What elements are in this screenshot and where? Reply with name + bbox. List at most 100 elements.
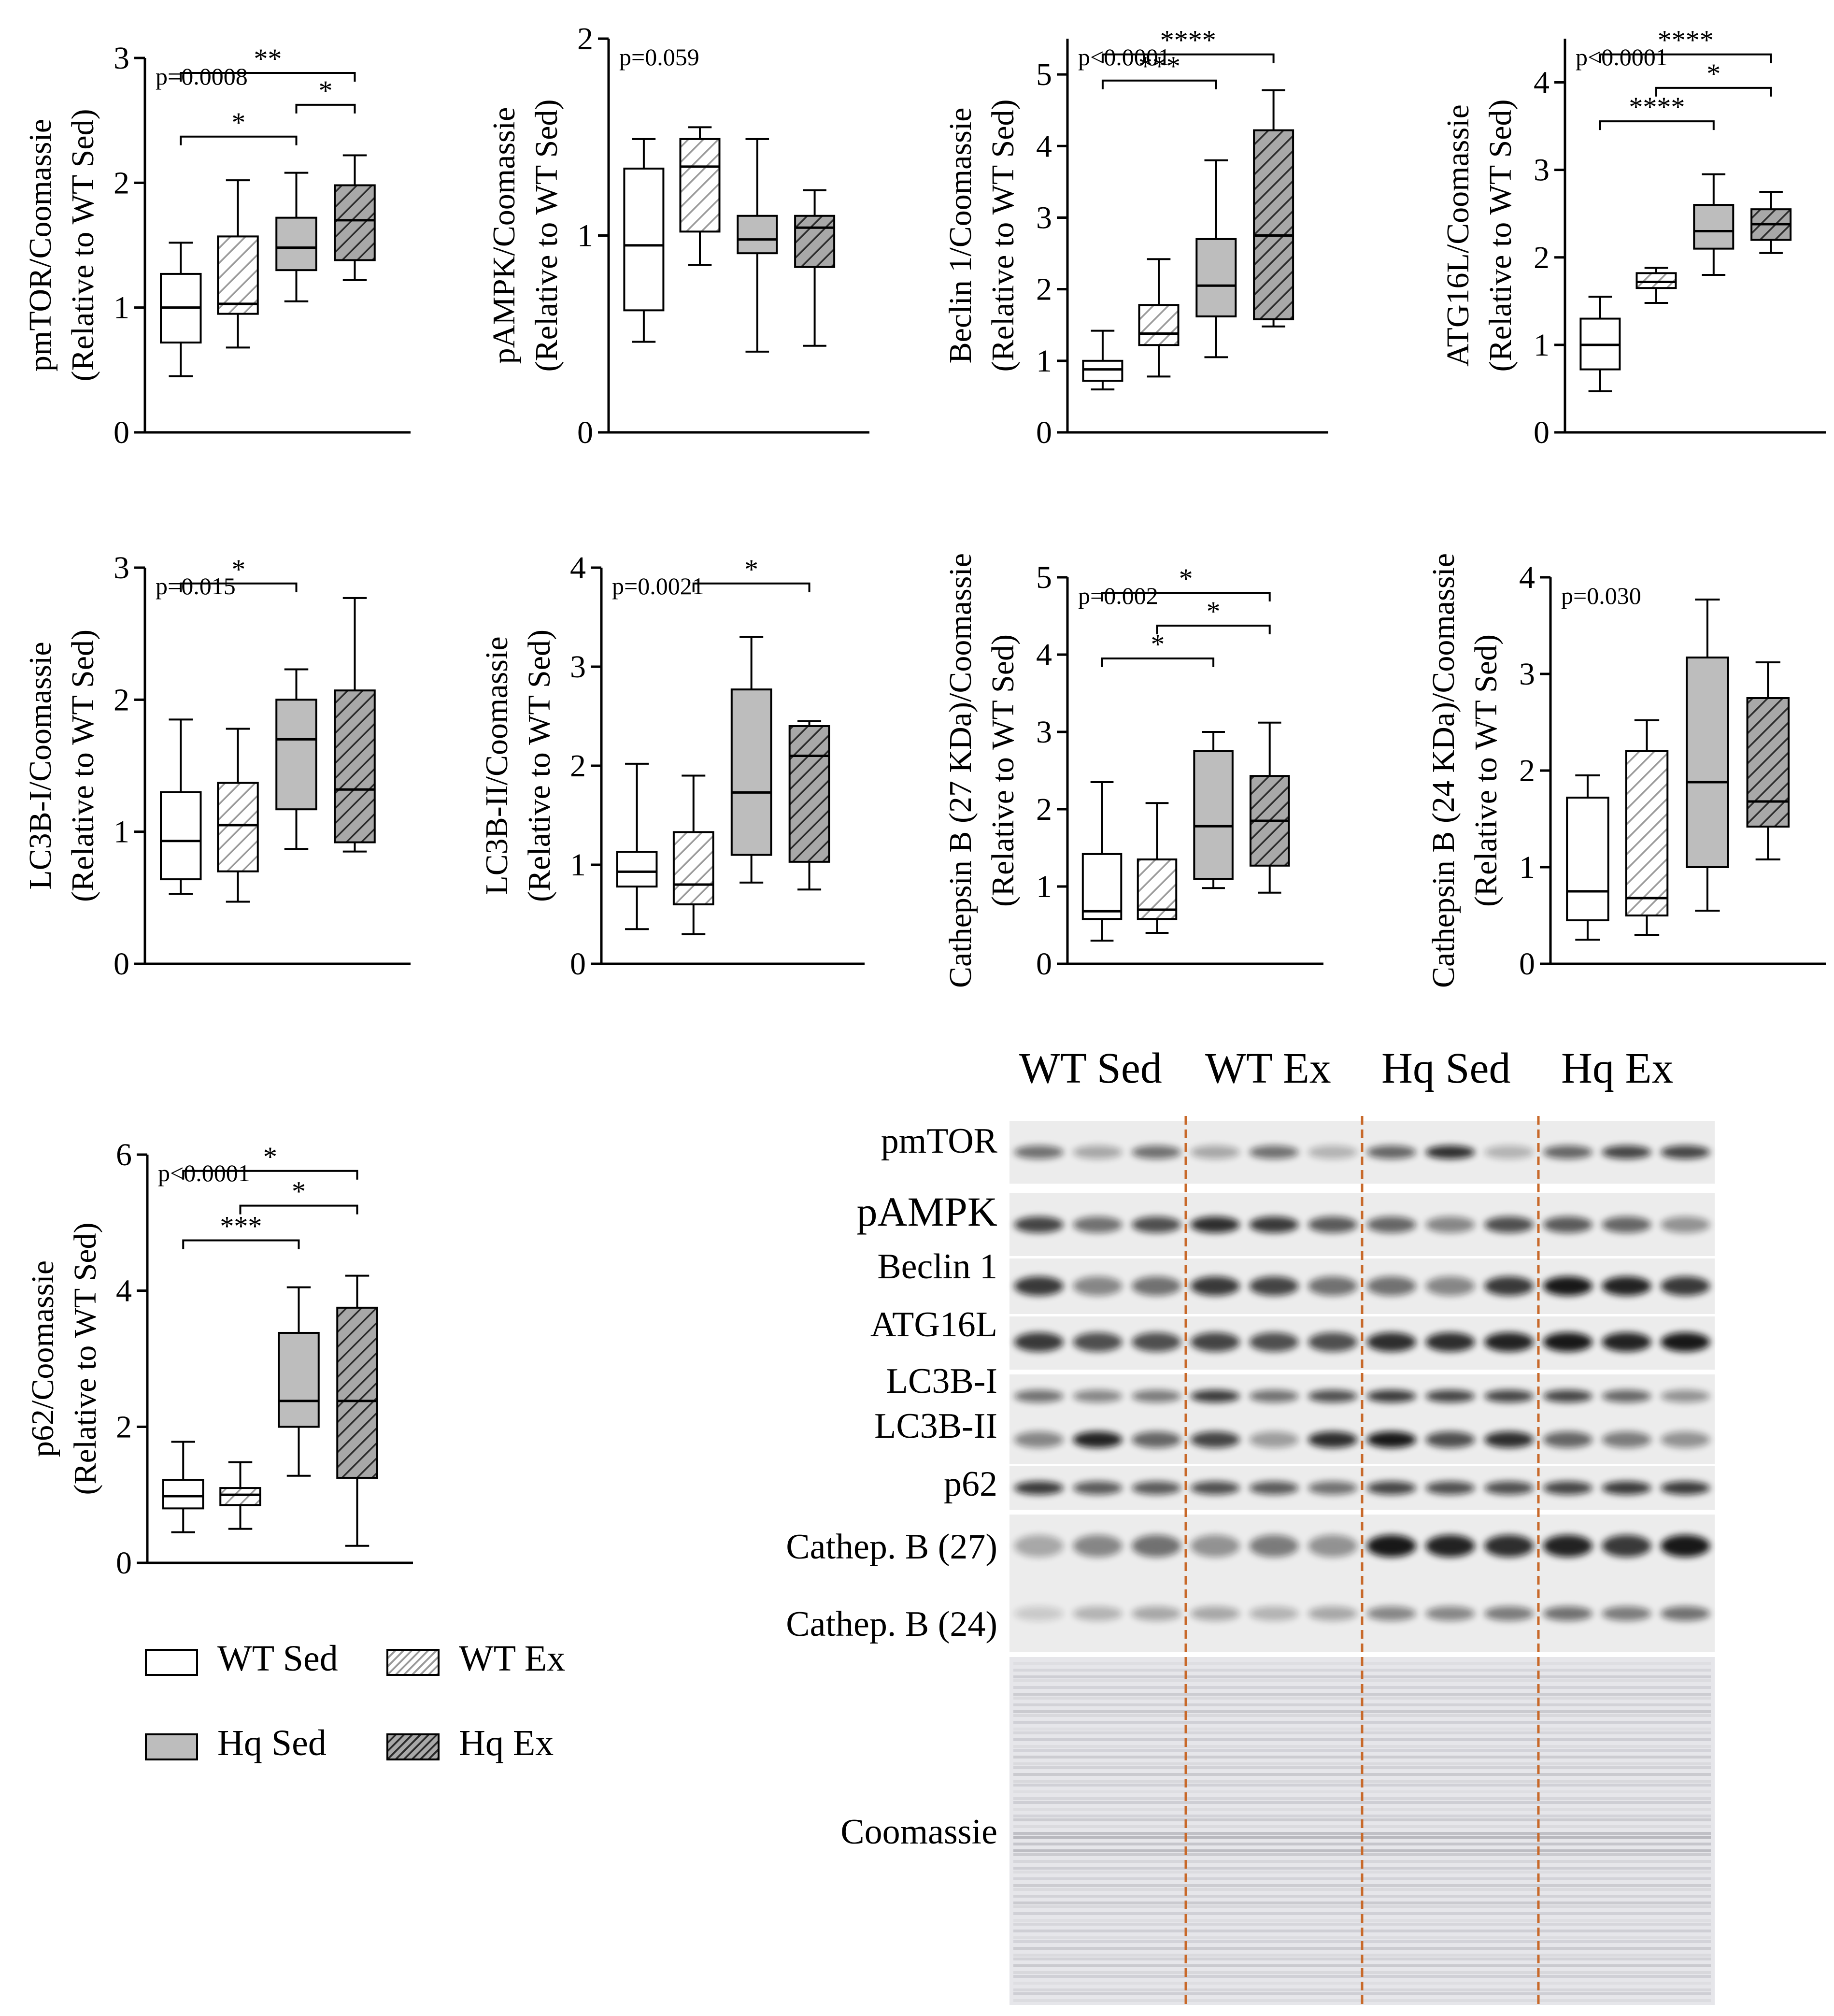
- y-tick-label: 4: [1036, 637, 1052, 672]
- blot-band: [1014, 1390, 1064, 1402]
- box-hq-ex: [1750, 190, 1792, 254]
- box-iqr: [679, 138, 721, 233]
- legend-item-hq-ex: Hq Ex: [386, 1722, 554, 1764]
- significance-bracket: **: [180, 43, 356, 82]
- box-hq-ex: [336, 1274, 378, 1547]
- box-wt-ex: [1635, 267, 1677, 304]
- legend-swatch-hq-ex: [386, 1733, 440, 1760]
- y-tick-label: 2: [1534, 240, 1550, 275]
- coomassie-band: [1013, 1992, 1711, 1995]
- bracket-line: [1655, 86, 1772, 97]
- coomassie-band: [1013, 1843, 1711, 1845]
- blot-label-lc3b-i: LC3B-I: [886, 1361, 997, 1401]
- blot-band: [1132, 1481, 1181, 1495]
- box-hq-sed: [730, 636, 772, 884]
- legend-label: WT Sed: [217, 1638, 338, 1679]
- box-hq-ex: [334, 154, 376, 281]
- blot-band: [1425, 1332, 1475, 1352]
- blot-band: [1132, 1535, 1181, 1557]
- y-tick-label: 5: [1036, 57, 1052, 92]
- box-hq-ex: [794, 189, 836, 347]
- box-wt-sed: [162, 1441, 204, 1533]
- blot-label-p62: p62: [944, 1464, 997, 1504]
- legend-label: Hq Ex: [459, 1723, 554, 1763]
- blot-band: [1308, 1332, 1358, 1352]
- coomassie-band: [1013, 1693, 1711, 1696]
- box-iqr: [1082, 359, 1123, 382]
- blot-band: [1132, 1431, 1181, 1448]
- box-iqr: [616, 851, 658, 888]
- bracket-line: [1101, 79, 1217, 89]
- coomassie-band: [1013, 1871, 1711, 1873]
- box-plot-panels: 0 1 2 3 pmTOR/Coomassie (Relative to WT Sed) p…: [23, 21, 1826, 1581]
- bracket-line: [182, 1239, 300, 1249]
- blot-band: [1543, 1216, 1592, 1233]
- significance-bracket: *: [295, 75, 356, 114]
- significance-bracket: *: [1101, 563, 1271, 601]
- y-axis-label: Beclin 1/Coomassie: [943, 108, 978, 364]
- box-hq-ex: [334, 597, 376, 853]
- blot-band: [1602, 1481, 1651, 1495]
- box-iqr: [160, 791, 202, 881]
- box-plot-panel: 0 1 2 3 4 ATG16L/Coomassie (Relative to WT Sed…: [1440, 25, 1826, 450]
- coomassie-band: [1013, 1721, 1711, 1724]
- blot-band: [1014, 1276, 1064, 1296]
- significance-bracket: *: [1655, 58, 1772, 97]
- y-tick-label: 0: [1519, 946, 1535, 982]
- y-tick-label: 0: [114, 946, 129, 982]
- blot-band: [1249, 1481, 1299, 1495]
- blot-band: [1073, 1535, 1123, 1557]
- significance-stars: *: [744, 554, 758, 585]
- blot-band: [1543, 1535, 1592, 1557]
- p-value-label: p=0.0021: [612, 572, 704, 600]
- y-tick-label: 4: [116, 1273, 132, 1309]
- blot-band: [1543, 1431, 1592, 1448]
- y-axis-sublabel: (Relative to WT Sed): [68, 1223, 103, 1495]
- blot-band: [1073, 1390, 1123, 1402]
- blot-band: [1014, 1431, 1064, 1448]
- box-iqr: [1253, 129, 1294, 320]
- blot-band: [1484, 1535, 1534, 1557]
- blot-band: [1543, 1390, 1592, 1402]
- box-wt-sed: [623, 138, 665, 343]
- legend-swatch-hq-sed: [145, 1733, 198, 1760]
- box-iqr: [1081, 853, 1123, 920]
- blot-band: [1308, 1390, 1358, 1402]
- y-tick-label: 2: [114, 165, 129, 200]
- blot-band: [1484, 1332, 1534, 1352]
- significance-bracket: *: [692, 554, 810, 592]
- significance-bracket: ****: [1599, 91, 1715, 130]
- blot-band: [1661, 1332, 1710, 1352]
- box-wt-ex: [672, 774, 714, 935]
- y-tick-label: 6: [116, 1137, 132, 1172]
- blot-band: [1249, 1332, 1299, 1352]
- box-wt-sed: [1081, 781, 1123, 942]
- blot-row-labels: pmTOR pAMPK Beclin 1 ATG16L LC3B-I LC3B-…: [715, 1101, 997, 2005]
- bracket-line: [1101, 53, 1275, 63]
- p-value-label: p<0.0001: [1576, 43, 1668, 71]
- blot-band: [1190, 1332, 1240, 1352]
- box-wt-ex: [217, 179, 259, 349]
- blot-band: [1602, 1332, 1651, 1352]
- box-iqr: [336, 1306, 378, 1479]
- significance-stars: ***: [1138, 51, 1180, 82]
- legend-item-wt-sed: WT Sed: [145, 1638, 338, 1680]
- blot-label-pampk: pAMPK: [856, 1188, 997, 1235]
- blot-band: [1249, 1145, 1299, 1159]
- bracket-line: [692, 582, 810, 592]
- box-iqr: [1193, 750, 1234, 880]
- significance-bracket: *: [239, 1176, 358, 1215]
- blot-strip: [1009, 1657, 1715, 2005]
- y-axis-label: pmTOR/Coomassie: [23, 119, 58, 372]
- legend-swatch-wt-sed: [145, 1648, 198, 1676]
- blot-label-cathep-b-27: Cathep. B (27): [786, 1527, 997, 1567]
- blot-band: [1190, 1535, 1240, 1557]
- y-tick-label: 0: [1036, 415, 1052, 450]
- y-tick-label: 4: [1534, 65, 1550, 100]
- y-tick-label: 1: [1519, 850, 1535, 885]
- y-axis-label: LC3B-II/Coomassie: [479, 636, 514, 895]
- blot-band: [1190, 1606, 1240, 1621]
- significance-stars: *: [292, 1176, 306, 1207]
- coomassie-band: [1013, 1669, 1711, 1672]
- y-tick-label: 3: [1534, 153, 1550, 188]
